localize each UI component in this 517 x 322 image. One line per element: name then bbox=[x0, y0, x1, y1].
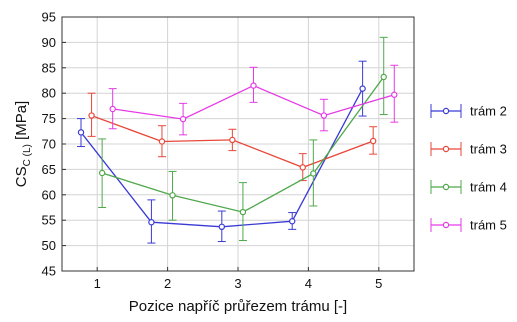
x-tick-label: 2 bbox=[164, 276, 171, 291]
series-line bbox=[80, 88, 364, 228]
legend-item: trám 3 bbox=[430, 142, 507, 157]
y-tick-label: 90 bbox=[42, 35, 56, 50]
legend: trám 2 trám 3 trám 4 trám 5 bbox=[430, 104, 507, 233]
y-tick-label: 85 bbox=[42, 60, 56, 75]
data-point bbox=[218, 223, 226, 231]
data-point bbox=[88, 112, 95, 119]
grid bbox=[62, 16, 414, 272]
legend-item: trám 5 bbox=[430, 218, 507, 233]
x-tick-label: 4 bbox=[305, 276, 312, 291]
data-point bbox=[299, 164, 306, 171]
data-point bbox=[320, 112, 328, 119]
y-axis-label-sub: C (L) bbox=[22, 144, 33, 166]
data-point bbox=[98, 169, 106, 177]
data-point bbox=[359, 85, 366, 92]
y-tick-label: 45 bbox=[42, 264, 56, 279]
y-tick-label: 75 bbox=[42, 111, 56, 126]
data-point bbox=[169, 192, 176, 199]
legend-swatch-marker bbox=[442, 221, 450, 229]
legend-swatch-marker bbox=[442, 183, 450, 191]
x-tick-label: 3 bbox=[234, 276, 241, 291]
x-tick-label: 1 bbox=[94, 276, 101, 291]
y-tick-label: 60 bbox=[42, 187, 56, 202]
y-tick-label: 80 bbox=[42, 86, 56, 101]
data-point bbox=[229, 136, 236, 144]
legend-swatch-marker bbox=[442, 107, 450, 115]
y-tick-label: 65 bbox=[42, 162, 56, 177]
data-point bbox=[380, 73, 387, 81]
data-point bbox=[239, 208, 247, 216]
data-point bbox=[369, 137, 377, 145]
data-point bbox=[109, 105, 116, 113]
x-tick-label: 5 bbox=[375, 276, 382, 291]
y-tick-label: 95 bbox=[42, 10, 56, 25]
y-axis-label-main: CS bbox=[13, 166, 30, 187]
legend-label: trám 4 bbox=[470, 180, 507, 195]
y-tick-label: 55 bbox=[42, 213, 56, 228]
series-layer bbox=[77, 36, 399, 244]
x-axis-label: Pozice napříč průřezem trámu [-] bbox=[129, 298, 347, 315]
legend-swatch-marker bbox=[442, 145, 450, 153]
y-axis-label: CSC (L) [MPa] bbox=[13, 101, 33, 187]
y-axis-label-unit: [MPa] bbox=[13, 101, 30, 144]
legend-item: trám 4 bbox=[430, 180, 507, 195]
data-point bbox=[158, 138, 166, 145]
series bbox=[77, 60, 367, 244]
data-point bbox=[289, 218, 296, 225]
y-tick-label: 50 bbox=[42, 238, 56, 253]
series bbox=[108, 64, 399, 136]
y-tick-label: 70 bbox=[42, 137, 56, 152]
legend-label: trám 2 bbox=[470, 104, 507, 119]
data-point bbox=[310, 170, 317, 177]
data-point bbox=[250, 82, 257, 89]
series bbox=[87, 92, 378, 182]
legend-item: trám 2 bbox=[430, 104, 507, 119]
data-point bbox=[148, 219, 155, 226]
data-point bbox=[77, 129, 85, 136]
legend-label: trám 5 bbox=[470, 218, 507, 233]
data-point bbox=[391, 91, 398, 98]
series bbox=[98, 36, 388, 242]
legend-label: trám 3 bbox=[470, 142, 507, 157]
data-point bbox=[179, 115, 187, 123]
